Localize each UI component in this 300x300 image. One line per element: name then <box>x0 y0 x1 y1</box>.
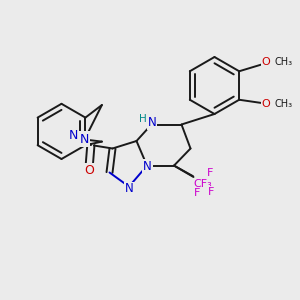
Text: N: N <box>69 129 78 142</box>
Text: N: N <box>80 133 89 146</box>
Text: CH₃: CH₃ <box>274 57 292 67</box>
Text: F: F <box>194 188 200 198</box>
Text: N: N <box>148 116 157 129</box>
Text: O: O <box>85 164 94 177</box>
Text: H: H <box>139 113 147 124</box>
Text: CH₃: CH₃ <box>274 99 292 109</box>
Text: N: N <box>80 132 89 146</box>
Text: F: F <box>208 187 215 197</box>
Text: N: N <box>143 160 152 173</box>
Text: O: O <box>85 164 94 177</box>
Text: O: O <box>262 99 271 109</box>
Text: N: N <box>125 182 134 196</box>
Text: F: F <box>207 168 213 178</box>
Text: CF₃: CF₃ <box>193 178 212 189</box>
Text: O: O <box>262 57 271 67</box>
